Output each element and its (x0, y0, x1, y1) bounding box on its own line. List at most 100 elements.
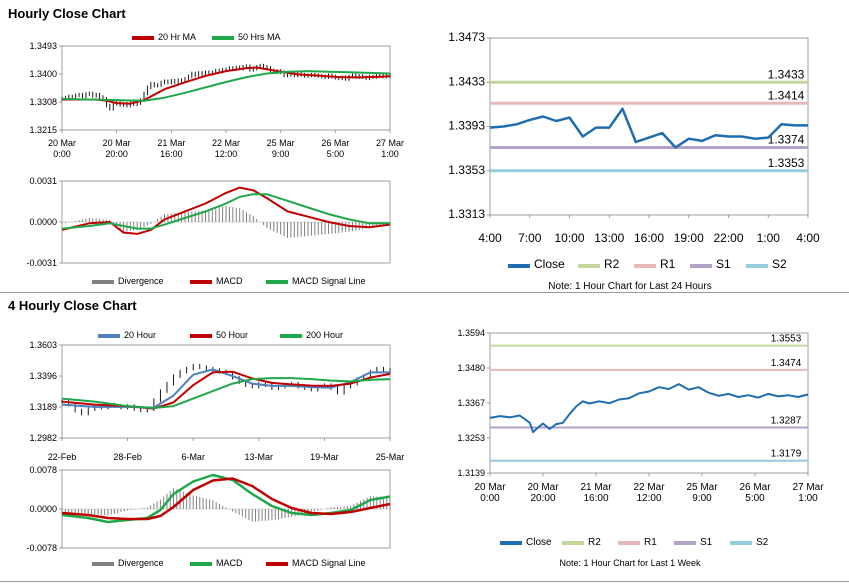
four-hourly-week-x-tick-label: 27 Mar 1:00 (792, 482, 824, 504)
legend-label: R2 (588, 537, 601, 548)
four-hourly-macd-y-tick-label: 0.0000 (29, 504, 57, 514)
four-hourly-macd-y-tick-label: -0.0078 (26, 543, 57, 553)
four-hourly-price-x-tick-label: 28-Feb (113, 452, 142, 462)
four-hourly-ma-line-0 (61, 368, 390, 409)
four-hourly-price-x-tick-label: 13-Mar (245, 452, 274, 462)
hourly-price-x-tick-label: 26 Mar 5:00 (321, 138, 349, 159)
legend-swatch (562, 541, 584, 545)
legend-swatch (92, 562, 114, 566)
four-hourly-price-x-tick-label: 25-Mar (376, 452, 405, 462)
level-label-r1: 1.3414 (768, 88, 805, 102)
hourly-price-y-tick-label: 1.3493 (29, 41, 57, 51)
legend-label: MACD (216, 276, 243, 286)
legend-swatch (266, 562, 288, 566)
four-hourly-price-plot-frame (61, 344, 391, 439)
hourly-24h-x-tick-label: 1:00 (757, 231, 781, 245)
four-hourly-price-x-tick-label: 22-Feb (48, 452, 77, 462)
hourly-price-y-tick-label: 1.3215 (29, 125, 57, 135)
legend-swatch (618, 541, 640, 545)
hourly-24h-plot-frame (489, 37, 809, 216)
legend-label: 20 Hour (124, 330, 156, 340)
four-hourly-week-x-tick-label: 20 Mar 20:00 (527, 482, 559, 504)
four-hourly-price-y-tick-label: 1.3189 (29, 402, 57, 412)
hourly-price-plot-frame (61, 45, 391, 131)
four-hourly-price-x-tick-label: 6-Mar (181, 452, 205, 462)
four-hourly-week-x-tick-label: 26 Mar 5:00 (739, 482, 771, 504)
hourly-macd-line-0 (61, 186, 391, 235)
hourly-price-x-tick-label: 25 Mar 9:00 (267, 138, 295, 159)
hourly-macd-y-tick-label: 0.0000 (29, 217, 57, 227)
legend-label: R2 (604, 257, 620, 271)
legend-label: S1 (716, 257, 731, 271)
hourly-price-x-tick-label: 27 Mar 1:00 (376, 138, 404, 159)
legend-label: S2 (772, 257, 787, 271)
hourly-24h-x-tick-label: 13:00 (594, 231, 624, 245)
four-hourly-week-note: Note: 1 Hour Chart for Last 1 Week (560, 558, 701, 568)
legend-swatch (730, 541, 752, 545)
legend-swatch (132, 36, 154, 40)
hourly-24h-x-tick-label: 16:00 (634, 231, 664, 245)
level-label-s1: 1.3287 (771, 415, 802, 426)
hourly-price-x-tick-label: 20 Mar 0:00 (48, 138, 76, 159)
legend-swatch (190, 562, 212, 566)
hourly-24h-y-tick-label: 1.3313 (448, 207, 485, 221)
hourly-price-y-tick-label: 1.3400 (29, 69, 57, 79)
level-label-s2: 1.3179 (771, 449, 802, 460)
hourly-macd-y-tick-label: 0.0031 (29, 176, 57, 186)
legend-label: MACD Signal Line (292, 276, 366, 286)
legend-label: R1 (660, 257, 676, 271)
legend-label: Divergence (118, 276, 164, 286)
four-hourly-week-plot-frame (489, 332, 809, 474)
four-hourly-price-y-tick-label: 1.3396 (29, 371, 57, 381)
hourly-24h-note: Note: 1 Hour Chart for Last 24 Hours (548, 281, 711, 292)
four-hourly-week-x-tick-label: 22 Mar 12:00 (633, 482, 665, 504)
legend-label: Close (534, 257, 565, 271)
four-hourly-macd-line-1 (61, 477, 391, 521)
four-hourly-macd-y-tick-label: 0.0078 (29, 465, 57, 475)
hourly-24h-x-tick-label: 4:00 (796, 231, 820, 245)
hourly-24h-x-tick-label: 7:00 (518, 231, 542, 245)
legend-swatch (578, 264, 600, 268)
level-label-r2: 1.3553 (771, 334, 802, 345)
hourly-24h-y-tick-label: 1.3473 (448, 30, 485, 44)
legend-swatch (190, 334, 212, 338)
hourly-macd-line-1 (61, 193, 390, 230)
hourly-ma-line-0 (62, 66, 391, 105)
four-hourly-price-y-tick-label: 1.2982 (29, 433, 57, 443)
legend-swatch (98, 334, 120, 338)
hourly-price-x-tick-label: 21 Mar 16:00 (157, 138, 185, 159)
legend-label: Close (526, 537, 552, 548)
four-hourly-macd-line-0 (61, 473, 391, 524)
legend-swatch (674, 541, 696, 545)
four-hourly-week-close-line (489, 383, 809, 434)
four-hourly-week-y-tick-label: 1.3480 (457, 363, 485, 373)
legend-label: S1 (700, 537, 713, 548)
legend-swatch (266, 280, 288, 284)
hourly-chart-title: Hourly Close Chart (8, 6, 126, 21)
hourly-24h-x-tick-label: 22:00 (713, 231, 743, 245)
level-label-r1: 1.3474 (771, 358, 802, 369)
hourly-24h-x-tick-label: 19:00 (674, 231, 704, 245)
legend-swatch (190, 280, 212, 284)
legend-swatch (746, 264, 768, 268)
legend-swatch (508, 264, 530, 268)
four-hourly-week-x-tick-label: 21 Mar 16:00 (580, 482, 612, 504)
legend-label: 50 Hour (216, 330, 248, 340)
legend-label: 200 Hour (306, 330, 343, 340)
legend-label: Divergence (118, 558, 164, 568)
four-hourly-price-x-tick-label: 19-Mar (310, 452, 339, 462)
hourly-24h-x-tick-label: 10:00 (554, 231, 584, 245)
legend-label: 20 Hr MA (158, 32, 196, 42)
hourly-24h-y-tick-label: 1.3433 (448, 74, 485, 88)
legend-label: 50 Hrs MA (238, 32, 281, 42)
four-hourly-week-x-tick-label: 25 Mar 9:00 (686, 482, 718, 504)
four-hourly-week-x-tick-label: 20 Mar 0:00 (474, 482, 506, 504)
four-hourly-chart-title: 4 Hourly Close Chart (8, 298, 137, 313)
four-hourly-week-y-tick-label: 1.3253 (457, 433, 485, 443)
four-hourly-ma-line-2 (61, 377, 391, 409)
legend-swatch (500, 541, 522, 545)
hourly-24h-y-tick-label: 1.3353 (448, 163, 485, 177)
four-hourly-week-y-tick-label: 1.3367 (457, 398, 485, 408)
hourly-24h-x-tick-label: 4:00 (478, 231, 502, 245)
